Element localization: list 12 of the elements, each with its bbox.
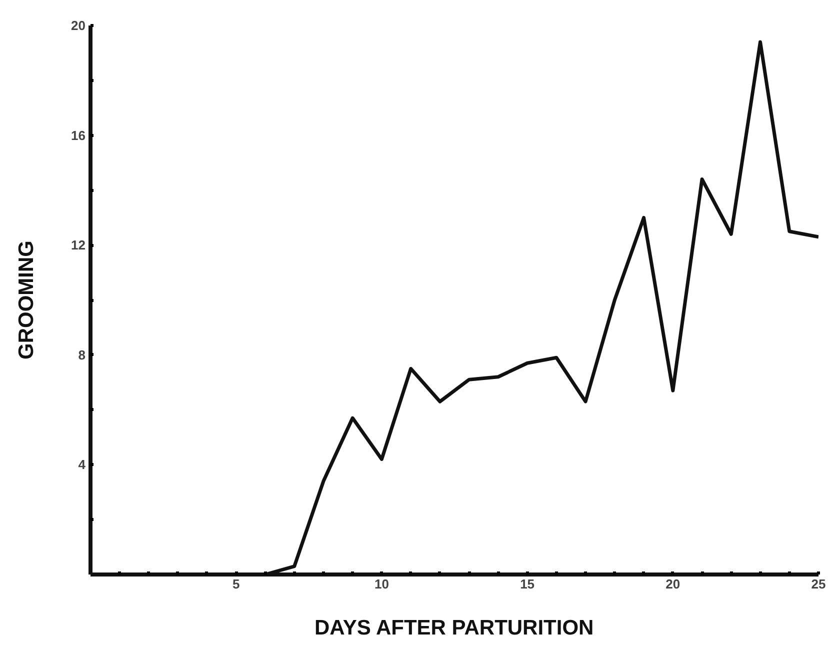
x-tick-label: 15 [520, 576, 535, 592]
y-axis-title: GROOMING [15, 240, 38, 360]
y-tick-label: 4 [78, 457, 86, 472]
x-axis-title: DAYS AFTER PARTURITION [314, 616, 594, 640]
x-tick-label: 25 [811, 576, 826, 592]
x-tick-label: 5 [232, 576, 240, 592]
y-tick-label: 8 [78, 347, 86, 362]
y-tick-label: 20 [71, 18, 86, 33]
y-tick-label: 12 [71, 238, 86, 253]
x-tick-label: 10 [374, 576, 389, 592]
y-tick-label: 16 [71, 128, 86, 143]
x-tick-label: 20 [666, 576, 680, 592]
